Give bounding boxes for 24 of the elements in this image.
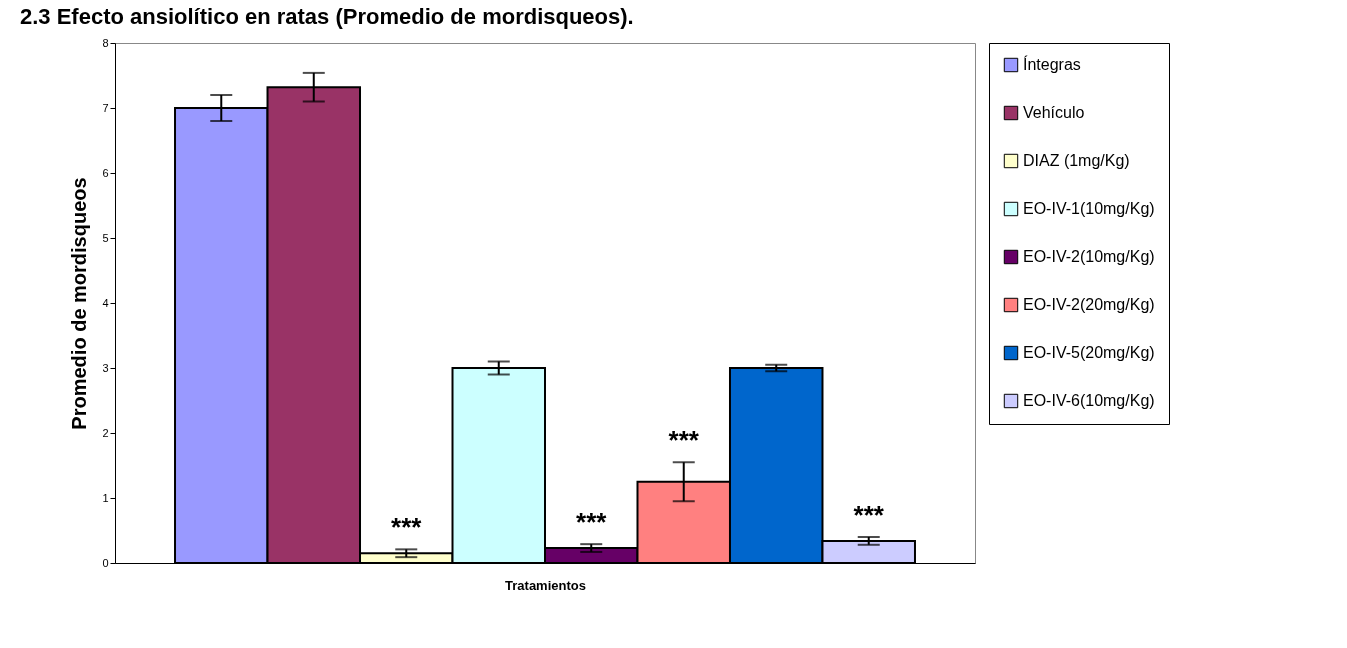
legend-label: EO-IV-1(10mg/Kg) <box>1023 200 1155 217</box>
y-tick-label: 7 <box>102 101 109 114</box>
y-tick-label: 2 <box>102 426 109 439</box>
y-tick-label: 3 <box>102 361 109 374</box>
legend-label: EO-IV-5(20mg/Kg) <box>1023 344 1155 361</box>
data-label: *** <box>391 512 423 543</box>
y-tick-label: 8 <box>102 36 109 49</box>
y-tick-label: 6 <box>102 166 109 179</box>
y-tick-label: 4 <box>102 296 109 309</box>
chart-title: 2.3 Efecto ansiolítico en ratas (Promedio de mordisqueos). <box>20 4 634 29</box>
legend-label: EO-IV-2(10mg/Kg) <box>1023 248 1155 265</box>
data-label: *** <box>853 500 885 530</box>
x-axis-title: Tratamientos <box>505 577 586 593</box>
y-axis-title: Promedio de mordisqueos <box>68 177 91 430</box>
y-tick-label: 1 <box>102 491 109 504</box>
legend-label: DIAZ (1mg/Kg) <box>1023 152 1130 169</box>
legend-label: Vehículo <box>1023 104 1085 121</box>
y-tick-label: 5 <box>102 231 109 244</box>
y-tick-label: 0 <box>102 556 109 569</box>
data-label: *** <box>576 507 608 538</box>
legend-label: EO-IV-2(20mg/Kg) <box>1023 296 1155 313</box>
legend-label: EO-IV-6(10mg/Kg) <box>1023 392 1155 409</box>
data-label: *** <box>668 425 700 456</box>
legend-label: Íntegras <box>1023 55 1081 73</box>
